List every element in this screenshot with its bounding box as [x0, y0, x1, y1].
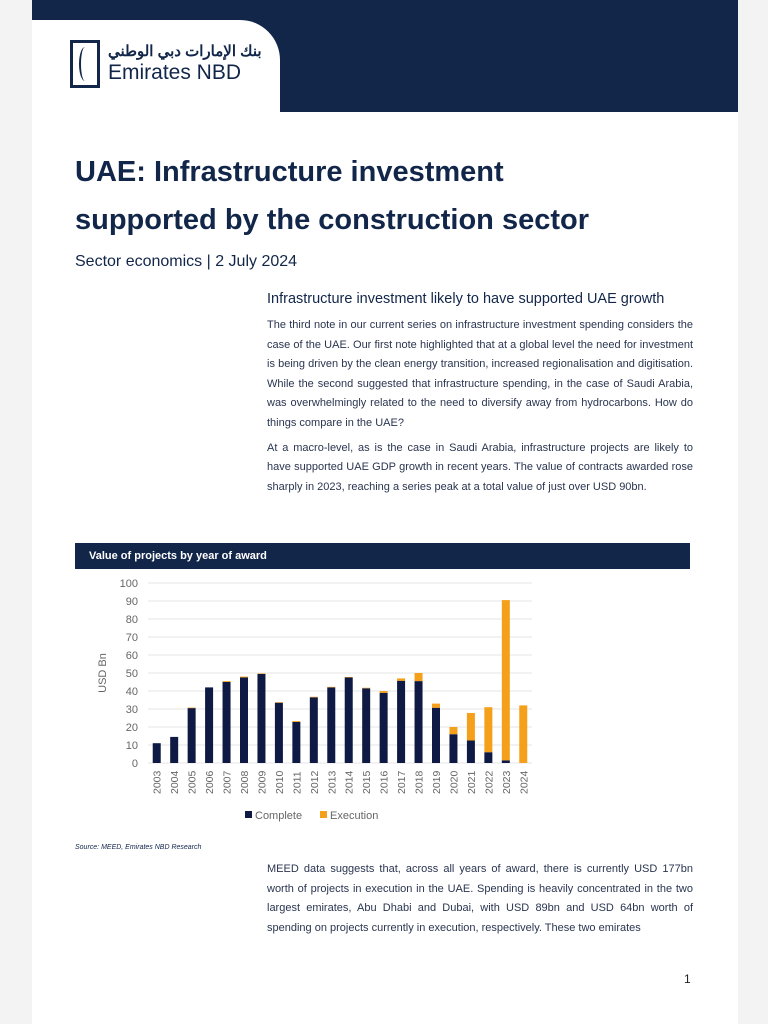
bar-complete: [240, 677, 248, 763]
legend-label: Complete: [255, 810, 302, 822]
bar-complete: [379, 692, 388, 763]
legend-label: Execution: [330, 810, 378, 822]
x-tick-label: 2019: [431, 770, 443, 794]
y-tick-label: 30: [126, 704, 138, 716]
x-tick-label: 2018: [414, 770, 426, 794]
x-tick-label: 2009: [256, 770, 268, 794]
x-tick-label: 2013: [326, 770, 338, 794]
bar-execution: [187, 707, 196, 709]
legend-swatch: [245, 811, 252, 818]
y-tick-label: 40: [126, 686, 138, 698]
bar-execution: [484, 707, 493, 753]
x-tick-label: 2004: [169, 770, 181, 794]
y-tick-label: 60: [126, 650, 138, 662]
bar-complete: [344, 677, 353, 763]
bar-execution: [222, 681, 231, 682]
body-text: MEED data suggests that, across all year…: [267, 860, 693, 943]
x-tick-label: 2021: [466, 770, 478, 794]
x-tick-label: 2011: [291, 771, 303, 794]
bar-complete: [449, 734, 458, 763]
bar-complete: [274, 702, 283, 763]
section-heading: Infrastructure investment likely to have…: [267, 291, 665, 307]
bar-complete: [292, 721, 301, 763]
logo-mark-icon: [70, 40, 100, 88]
x-tick-label: 2020: [448, 770, 460, 794]
y-tick-label: 10: [126, 740, 138, 752]
y-tick-label: 20: [126, 722, 138, 734]
y-tick-label: 70: [126, 632, 138, 644]
y-tick-label: 50: [126, 668, 138, 680]
bar-execution: [344, 676, 353, 678]
x-tick-label: 2016: [379, 770, 391, 794]
bar-execution: [327, 686, 336, 688]
bar-execution: [449, 727, 458, 735]
x-tick-label: 2024: [518, 770, 530, 794]
bar-complete: [309, 697, 318, 763]
bar-complete: [170, 736, 179, 763]
page: [32, 0, 738, 1024]
y-tick-label: 100: [120, 578, 138, 590]
bar-execution: [432, 703, 440, 708]
paragraph: At a macro-level, as is the case in Saud…: [267, 441, 693, 493]
bar-complete: [187, 708, 196, 763]
bar-complete: [501, 760, 510, 763]
x-tick-label: 2022: [483, 770, 495, 794]
bar-execution: [240, 676, 248, 678]
y-tick-label: 90: [126, 596, 138, 608]
bar-execution: [257, 673, 266, 674]
x-tick-label: 2014: [344, 770, 356, 794]
bar-complete: [432, 707, 440, 763]
bar-execution: [397, 678, 406, 681]
bar-complete: [466, 740, 475, 763]
y-axis-label: USD Bn: [97, 653, 109, 693]
bar-complete: [205, 687, 214, 763]
paragraph: MEED data suggests that, across all year…: [267, 863, 693, 934]
x-tick-label: 2012: [309, 770, 321, 794]
x-tick-label: 2010: [274, 770, 286, 794]
bar-complete: [397, 680, 406, 763]
bar-execution: [414, 673, 423, 682]
bar-complete: [362, 688, 371, 763]
intro-text: The third note in our current series on …: [267, 316, 693, 502]
source-note: Source: MEED, Emirates NBD Research: [75, 844, 202, 851]
bar-complete: [414, 681, 423, 763]
bar-execution: [466, 712, 475, 741]
bar-chart: 0 10 20 30 40 50 60 70 80 90 100 USD Bn 2003 2004 2005…: [97, 578, 532, 822]
bar-execution: [362, 687, 371, 689]
bar-execution: [292, 721, 301, 722]
bar-complete: [222, 682, 231, 763]
bar-execution: [501, 600, 510, 761]
x-tick-label: 2008: [239, 770, 251, 794]
chart-title: Value of projects by year of award: [75, 543, 690, 569]
page-number: 1: [684, 972, 691, 986]
x-tick-label: 2003: [152, 770, 164, 794]
bar-complete: [484, 752, 493, 763]
x-tick-label: 2007: [222, 770, 234, 794]
subtitle: Sector economics | 2 July 2024: [75, 253, 298, 270]
y-tick-label: 80: [126, 614, 138, 626]
logo-tab: [32, 20, 280, 130]
bar-complete: [327, 687, 336, 763]
x-tick-label: 2005: [187, 770, 199, 794]
x-tick-label: 2023: [501, 770, 513, 794]
x-tick-label: 2017: [396, 770, 408, 794]
bar-execution: [309, 696, 318, 698]
x-tick-label: 2015: [361, 770, 373, 794]
bar-execution: [519, 705, 528, 763]
page-title: UAE: Infrastructure investment supported…: [75, 156, 589, 236]
legend-swatch: [320, 811, 327, 818]
logo-english: Emirates NBD: [108, 61, 242, 84]
paragraph: The third note in our current series on …: [267, 319, 693, 429]
bar-execution: [274, 702, 283, 703]
logo: بنك الإمارات دبي الوطني Emirates NBD: [70, 40, 262, 88]
x-tick-label: 2006: [204, 770, 216, 794]
bar-complete: [152, 743, 161, 763]
y-tick-label: 0: [132, 758, 138, 770]
bar-complete: [257, 673, 266, 763]
logo-arabic: بنك الإمارات دبي الوطني: [108, 43, 262, 60]
bar-execution: [379, 691, 388, 693]
